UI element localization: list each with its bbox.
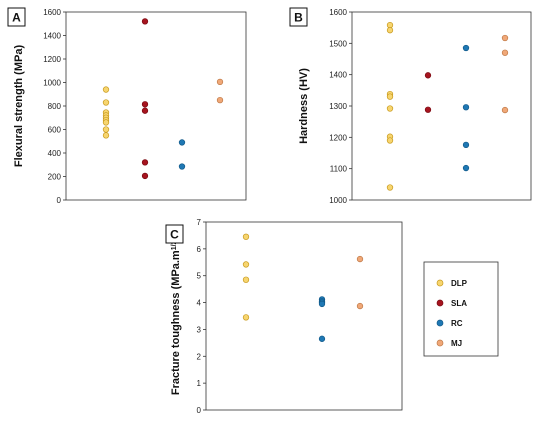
data-point-sla xyxy=(141,107,149,114)
y-tick-label: 400 xyxy=(48,149,62,158)
y-tick-label: 7 xyxy=(197,218,202,227)
y-axis-label: Flexural strength (MPa) xyxy=(13,45,25,168)
data-point-dlp xyxy=(102,132,110,139)
chart-panel-c: 0 1 2 3 4 5 6 7 Fracture toughness (MPa.m1/2)C xyxy=(165,218,403,415)
y-axis-label: Fracture toughness (MPa.m1/2) xyxy=(170,237,182,396)
y-tick-label: 1600 xyxy=(329,8,347,17)
y-tick-label: 1 xyxy=(197,379,202,388)
data-point-rc xyxy=(318,300,326,308)
legend-label-rc: RC xyxy=(451,319,463,328)
data-point-dlp xyxy=(102,99,110,106)
y-tick-label: 1000 xyxy=(329,196,347,205)
y-tick-label: 5 xyxy=(197,272,202,281)
legend-label-sla: SLA xyxy=(451,299,467,308)
data-point-rc xyxy=(462,141,470,149)
data-point-sla xyxy=(141,101,149,108)
data-point-dlp xyxy=(102,119,110,126)
panel-label: B xyxy=(294,11,303,25)
data-point-rc xyxy=(178,139,186,146)
y-tick-label: 6 xyxy=(197,245,202,254)
legend-marker-rc xyxy=(436,319,444,327)
y-tick-label: 1200 xyxy=(43,55,61,64)
y-tick-label: 1200 xyxy=(329,133,347,142)
data-point-mj xyxy=(216,96,224,104)
data-point-sla xyxy=(141,159,149,166)
data-point-mj xyxy=(501,106,509,114)
legend-label-dlp: DLP xyxy=(451,279,468,288)
legend: DLP SLA RC MJ xyxy=(423,261,499,357)
data-point-sla xyxy=(141,172,149,180)
data-point-mj xyxy=(356,302,364,310)
data-point-dlp xyxy=(102,126,110,133)
data-point-rc xyxy=(462,44,470,52)
legend-frame xyxy=(423,261,499,357)
legend-marker-mj xyxy=(436,339,444,347)
y-tick-label: 1300 xyxy=(329,102,347,111)
data-point-dlp xyxy=(242,261,250,268)
y-tick-label: 2 xyxy=(197,352,202,361)
y-tick-label: 1600 xyxy=(43,8,61,17)
y-tick-label: 4 xyxy=(197,299,202,308)
data-point-mj xyxy=(501,49,509,56)
data-point-dlp xyxy=(386,93,394,100)
y-tick-label: 3 xyxy=(197,325,202,334)
data-point-dlp xyxy=(242,314,250,321)
data-point-dlp xyxy=(386,105,394,112)
y-tick-label: 1500 xyxy=(329,39,347,48)
panel-label: C xyxy=(170,228,179,242)
data-point-dlp xyxy=(386,27,394,34)
y-tick-label: 0 xyxy=(197,406,202,415)
y-tick-label: 200 xyxy=(48,173,62,182)
y-tick-label: 800 xyxy=(48,102,62,111)
data-point-dlp xyxy=(102,86,110,93)
y-axis-label: Hardness (HV) xyxy=(298,68,310,144)
y-tick-label: 1100 xyxy=(330,165,348,174)
y-tick-label: 1000 xyxy=(43,79,61,88)
data-point-mj xyxy=(216,78,224,86)
panel-label-box xyxy=(289,7,308,27)
data-point-rc xyxy=(318,335,326,342)
data-point-rc xyxy=(462,104,470,111)
y-axis-label-superscript: 1/2 xyxy=(171,240,178,250)
data-point-dlp xyxy=(386,184,394,191)
data-point-sla xyxy=(424,106,432,113)
legend-label-mj: MJ xyxy=(451,339,462,348)
plot-frame xyxy=(65,11,247,201)
y-tick-label: 1400 xyxy=(43,32,61,41)
data-point-rc xyxy=(178,163,186,170)
legend-marker-sla xyxy=(436,299,444,307)
data-point-dlp xyxy=(242,233,250,240)
panel-label-box xyxy=(7,7,26,27)
data-point-mj xyxy=(356,255,364,263)
data-point-sla xyxy=(141,18,149,25)
y-tick-label: 1400 xyxy=(329,71,347,80)
panel-label: A xyxy=(12,11,21,25)
data-point-sla xyxy=(424,72,432,79)
chart-panel-a: 0 200 400 600 800 1000 1200 1400 1600 Flexural st… xyxy=(7,7,247,205)
data-point-dlp xyxy=(386,137,394,144)
y-tick-label: 600 xyxy=(48,126,62,135)
data-point-dlp xyxy=(242,276,250,283)
y-tick-label: 0 xyxy=(57,196,62,205)
panel-label-box xyxy=(165,224,184,244)
data-point-mj xyxy=(501,34,509,42)
legend-marker-dlp xyxy=(436,279,444,287)
plot-frame xyxy=(205,221,403,411)
data-point-rc xyxy=(462,164,470,172)
chart-panel-b: 1000 1100 1200 1300 1400 1500 1600 Hardness (HV… xyxy=(289,7,532,205)
